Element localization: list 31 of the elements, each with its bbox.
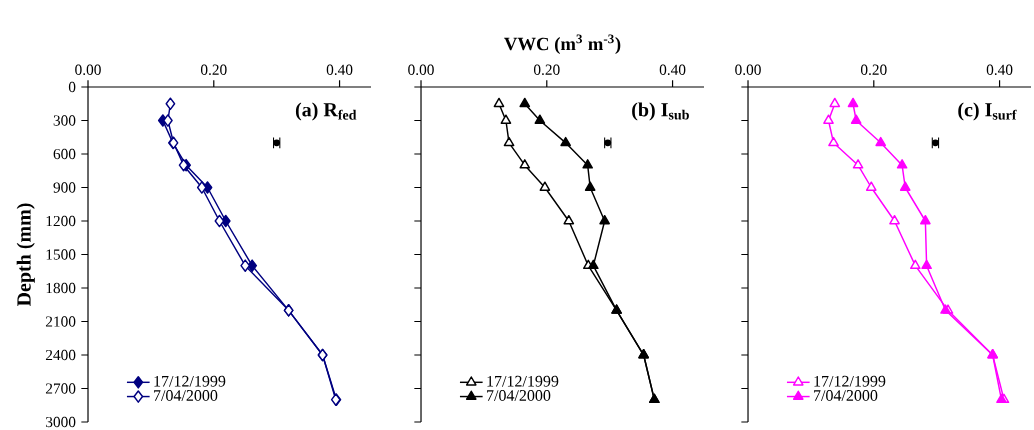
x-tick-label: 0.40 <box>659 64 686 75</box>
annotation: (c) I$_{surf}$ <box>958 102 1017 121</box>
x-tick-label: 0.20 <box>860 64 887 75</box>
y-tick-label: 1200 <box>46 215 76 227</box>
y-tick-label: 2100 <box>45 316 76 327</box>
y-tick-label: 2400 <box>45 349 76 361</box>
y-tick-label: 1800 <box>46 282 76 294</box>
y-tick-label: 3000 <box>46 416 76 428</box>
annotation: (a) R$_{fed}$ <box>295 102 357 121</box>
x-tick-label: 0.40 <box>986 64 1013 75</box>
y-tick-label: 1500 <box>46 249 76 260</box>
y-tick-label: 900 <box>53 182 76 193</box>
legend-label: 7/04/2000 <box>814 390 878 401</box>
legend-label: 17/12/1999 <box>154 375 226 387</box>
legend-label: 17/12/1999 <box>814 375 886 387</box>
annotation: (b) I$_{sub}$ <box>632 102 689 121</box>
x-tick-label: 0.00 <box>735 64 761 75</box>
legend-label: 7/04/2000 <box>154 390 218 401</box>
y-axis-title: Depth (mm) <box>16 203 35 307</box>
x-tick-label: 0.20 <box>200 64 227 75</box>
y-tick-label: 0 <box>68 81 76 93</box>
x-tick-label: 0.00 <box>408 64 434 75</box>
x-tick-label: 0.40 <box>326 64 353 75</box>
x-tick-label: 0.00 <box>75 64 101 75</box>
legend-label: 7/04/2000 <box>487 390 551 401</box>
x-axis-title: VWC (m$^{3}$ m$^{-3}$) <box>504 34 621 55</box>
x-tick-label: 0.20 <box>533 64 560 75</box>
legend-label: 17/12/1999 <box>487 375 559 387</box>
y-tick-label: 300 <box>53 115 76 126</box>
y-tick-label: 600 <box>53 148 76 160</box>
y-tick-label: 2700 <box>45 383 76 394</box>
